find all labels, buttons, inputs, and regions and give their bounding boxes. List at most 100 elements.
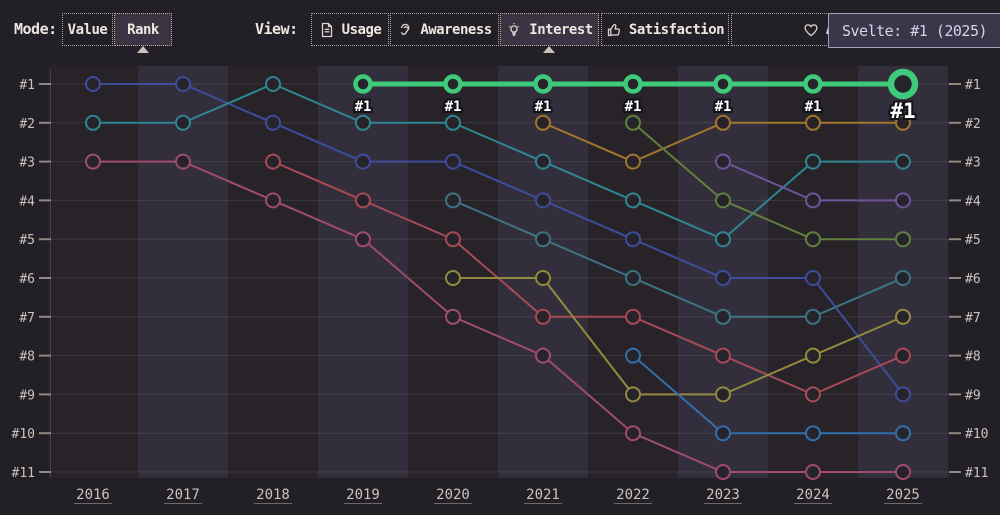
series-line-bright-blue[interactable] — [632, 354, 903, 435]
point-bright-blue-2023[interactable] — [715, 425, 731, 442]
point-pink-2022[interactable] — [625, 425, 641, 442]
point-amber-2024[interactable] — [805, 114, 821, 131]
point-olive-2021[interactable] — [535, 270, 551, 286]
point-teal-2018[interactable] — [265, 76, 281, 92]
point-teal-2020[interactable] — [445, 114, 461, 131]
point-blue-2025[interactable] — [895, 386, 911, 403]
point-olive-2024[interactable] — [805, 347, 821, 364]
point-blue-2016[interactable] — [85, 76, 101, 92]
year-label-2017[interactable]: 2017 — [166, 487, 200, 503]
point-amber-2022[interactable] — [625, 153, 641, 170]
point-crimson-2018[interactable] — [265, 153, 281, 170]
point-crimson-2021[interactable] — [535, 308, 551, 325]
point-crimson-2019[interactable] — [355, 192, 371, 209]
point-Svelte-2020[interactable] — [443, 74, 463, 94]
tab-satisfaction[interactable]: Satisfaction — [601, 13, 729, 46]
point-crimson-2022[interactable] — [625, 308, 641, 325]
point-amber-2021[interactable] — [535, 114, 551, 131]
point-blue-2021[interactable] — [535, 192, 551, 209]
year-label-2024[interactable]: 2024 — [796, 487, 830, 503]
point-Svelte-2019[interactable] — [353, 74, 373, 94]
point-teal-dark-2024[interactable] — [805, 308, 821, 325]
point-teal-dark-2023[interactable] — [715, 308, 731, 325]
point-crimson-2020[interactable] — [445, 231, 461, 248]
year-label-2022[interactable]: 2022 — [616, 487, 650, 503]
point-teal-dark-2020[interactable] — [445, 192, 461, 209]
point-Svelte-2025[interactable] — [887, 68, 919, 100]
series-line-dark-green[interactable] — [632, 122, 903, 241]
point-blue-2024[interactable] — [805, 270, 821, 286]
tab-interest[interactable]: Interest — [500, 13, 599, 46]
point-blue-2023[interactable] — [715, 270, 731, 286]
point-crimson-2023[interactable] — [715, 347, 731, 364]
point-teal-2021[interactable] — [535, 153, 551, 170]
year-label-2018[interactable]: 2018 — [256, 487, 290, 503]
year-label-2023[interactable]: 2023 — [706, 487, 740, 503]
point-Svelte-2024[interactable] — [803, 74, 823, 94]
point-teal-2017[interactable] — [175, 114, 191, 131]
point-amber-2023[interactable] — [715, 114, 731, 131]
point-teal-2025[interactable] — [895, 153, 911, 170]
point-dark-green-2025[interactable] — [895, 231, 911, 248]
series-line-teal[interactable] — [93, 82, 903, 241]
point-blue-2022[interactable] — [625, 231, 641, 248]
point-pink-2025[interactable] — [895, 464, 911, 480]
point-dark-green-2024[interactable] — [805, 231, 821, 248]
rank-label-left-#4: #4 — [19, 194, 35, 209]
series-line-teal-dark[interactable] — [452, 199, 904, 318]
point-purple-2023[interactable] — [715, 153, 731, 170]
point-pink-2024[interactable] — [805, 464, 821, 480]
point-pink-2020[interactable] — [445, 308, 461, 325]
tab-awareness[interactable]: Awareness — [390, 13, 499, 46]
point-dark-green-2023[interactable] — [715, 192, 731, 209]
point-pink-2018[interactable] — [265, 192, 281, 209]
toolbar: Mode: Value Rank View: Usage — [0, 0, 1000, 56]
point-purple-2024[interactable] — [805, 192, 821, 209]
point-teal-dark-2025[interactable] — [895, 270, 911, 286]
point-blue-2018[interactable] — [265, 114, 281, 131]
mode-rank-button[interactable]: Rank — [114, 13, 172, 46]
point-pink-2016[interactable] — [85, 153, 101, 170]
point-blue-2019[interactable] — [355, 153, 371, 170]
series-line-pink[interactable] — [93, 160, 903, 473]
point-teal-2019[interactable] — [355, 114, 371, 131]
point-teal-2016[interactable] — [85, 114, 101, 131]
point-pink-2019[interactable] — [355, 231, 371, 248]
point-bright-blue-2022[interactable] — [625, 347, 641, 364]
point-teal-dark-2021[interactable] — [535, 231, 551, 248]
rank-label-left-#6: #6 — [19, 272, 35, 287]
point-Svelte-2021[interactable] — [533, 74, 553, 94]
view-label: View: — [255, 20, 298, 38]
year-label-2019[interactable]: 2019 — [346, 487, 380, 503]
mode-value-button[interactable]: Value — [62, 13, 113, 46]
point-teal-2024[interactable] — [805, 153, 821, 170]
point-blue-2020[interactable] — [445, 153, 461, 170]
point-crimson-2024[interactable] — [805, 386, 821, 403]
point-pink-2023[interactable] — [715, 464, 731, 480]
point-pink-2017[interactable] — [175, 153, 191, 170]
year-label-2016[interactable]: 2016 — [76, 487, 110, 503]
point-Svelte-2023[interactable] — [713, 74, 733, 94]
thumbs-up-icon — [606, 22, 622, 38]
point-teal-2022[interactable] — [625, 192, 641, 209]
point-dark-green-2022[interactable] — [625, 114, 641, 131]
point-olive-2022[interactable] — [625, 386, 641, 403]
point-pink-2021[interactable] — [535, 347, 551, 364]
point-teal-2023[interactable] — [715, 231, 731, 248]
point-Svelte-2022[interactable] — [623, 74, 643, 94]
point-crimson-2025[interactable] — [895, 347, 911, 364]
point-olive-2020[interactable] — [445, 270, 461, 286]
point-bright-blue-2025[interactable] — [895, 425, 911, 442]
series-line-crimson[interactable] — [272, 160, 904, 396]
tab-usage[interactable]: Usage — [311, 13, 389, 46]
point-blue-2017[interactable] — [175, 76, 191, 92]
year-label-2021[interactable]: 2021 — [526, 487, 560, 503]
point-olive-2023[interactable] — [715, 386, 731, 403]
point-amber-2025[interactable] — [895, 114, 911, 131]
point-bright-blue-2024[interactable] — [805, 425, 821, 442]
point-purple-2025[interactable] — [895, 192, 911, 209]
point-teal-dark-2022[interactable] — [625, 270, 641, 286]
point-olive-2025[interactable] — [895, 308, 911, 325]
year-label-2025[interactable]: 2025 — [886, 487, 920, 503]
year-label-2020[interactable]: 2020 — [436, 487, 470, 503]
